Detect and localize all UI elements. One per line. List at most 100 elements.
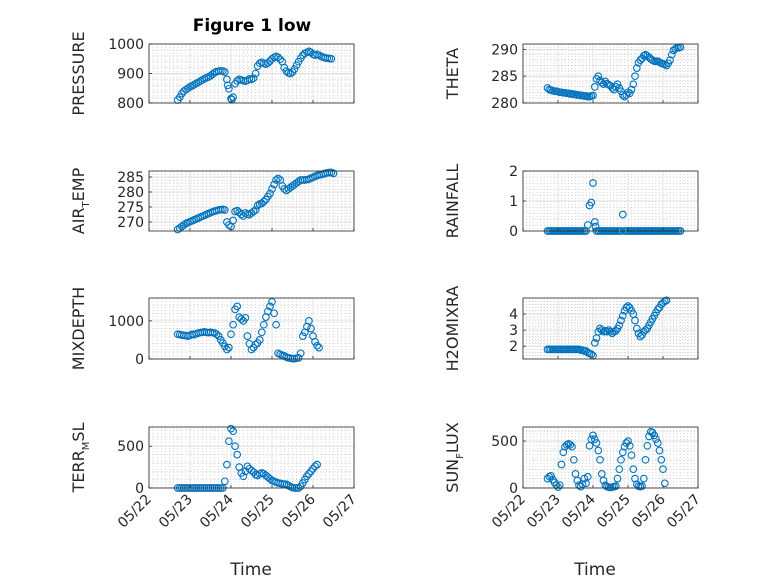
data-point [233,302,242,311]
data-point [229,320,237,329]
data-point [227,424,235,433]
data-point [627,85,636,94]
data-point [594,446,603,455]
data-point [296,349,305,358]
data-point [220,68,229,76]
data-point [650,431,659,440]
data-point [241,313,250,322]
y-tick-label: 4 [509,307,518,323]
data-point [590,218,599,226]
data-point [641,455,650,464]
data-point [225,84,233,93]
data-point [639,474,648,483]
y-tick-label: 1 [509,194,518,210]
data-point [589,91,597,100]
data-point [309,464,317,473]
data-point [617,455,625,464]
y-tick-label: 800 [117,96,144,112]
data-point [657,455,666,464]
data-point [257,328,266,337]
data-point [274,53,282,62]
data-point [569,455,578,464]
data-point [266,189,274,198]
data-point [214,332,223,340]
data-point [615,321,624,330]
data-point [606,327,615,336]
y-tick-label: 0 [509,224,518,240]
data-point [272,176,280,184]
axes-box [148,297,355,360]
y-tick-label: 1000 [108,314,144,330]
data-point [590,83,599,91]
axes-box [148,170,355,232]
data-point [307,324,315,333]
data-point [220,206,229,214]
x-axis-label-right: Time [573,560,616,580]
y-tick-label: 0 [135,352,144,368]
data-point [594,72,603,81]
y-tick-label: 285 [117,170,144,186]
data-point [198,76,207,84]
x-tick-label: 05/22 [115,492,155,532]
data-point [566,440,575,449]
data-point [225,343,233,352]
y-tick-label: 290 [491,42,518,58]
data-point [648,56,657,64]
data-point [625,89,634,98]
data-point [625,441,634,450]
data-point [315,343,323,352]
data-point [587,350,596,359]
data-point [325,168,334,177]
data-point [631,72,639,81]
data-point [223,345,231,354]
data-point [251,206,260,214]
data-point [638,482,646,490]
data-point [249,207,258,216]
data-point [270,309,278,318]
data-point [243,462,252,471]
data-point [624,437,632,445]
data-point [192,79,201,88]
data-point [305,469,313,478]
data-point [596,455,604,464]
data-point [617,87,625,96]
data-point [313,341,321,350]
data-point [327,54,336,63]
y-axis-label: H2OMIXRA [443,286,462,372]
data-point [618,210,627,219]
y-axis-label: AIRTEMP [69,167,92,234]
data-point [613,474,622,483]
figure-title: Figure 1 low [193,16,312,36]
data-point [662,61,671,70]
y-axis-label: TERRMSL [69,423,92,494]
data-point [268,297,276,306]
data-point [303,472,311,481]
y-tick-label: 3 [509,323,518,339]
data-point [313,460,321,469]
data-point [629,465,638,474]
data-point [179,221,188,229]
x-tick-label: 05/23 [524,492,564,532]
data-point [227,330,235,339]
data-point [611,327,620,335]
data-point [639,51,648,60]
data-point [220,477,229,486]
y-axis-label: THETA [443,48,462,100]
data-point [671,44,680,53]
data-point [597,78,606,87]
y-tick-label: 2 [509,339,518,355]
data-point [583,472,592,481]
data-point [552,481,561,490]
x-tick-label: 05/24 [197,491,237,531]
data-point [259,320,268,329]
y-tick-label: 2 [509,164,518,180]
data-point [259,197,268,206]
data-point [660,479,669,488]
data-point [282,480,291,489]
data-point [257,199,266,208]
data-point [247,466,256,475]
y-axis-label: MIXDEPTH [69,287,88,370]
axes-theta: 280 285 290 THETA [443,42,699,112]
data-point [587,198,596,207]
